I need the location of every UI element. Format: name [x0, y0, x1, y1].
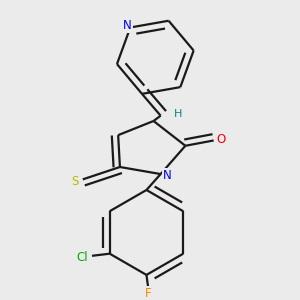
Text: Cl: Cl — [76, 251, 88, 264]
Text: N: N — [123, 19, 132, 32]
Text: N: N — [163, 169, 171, 182]
Text: S: S — [71, 175, 79, 188]
Text: O: O — [217, 133, 226, 146]
Text: H: H — [174, 109, 182, 119]
Text: F: F — [145, 287, 152, 300]
